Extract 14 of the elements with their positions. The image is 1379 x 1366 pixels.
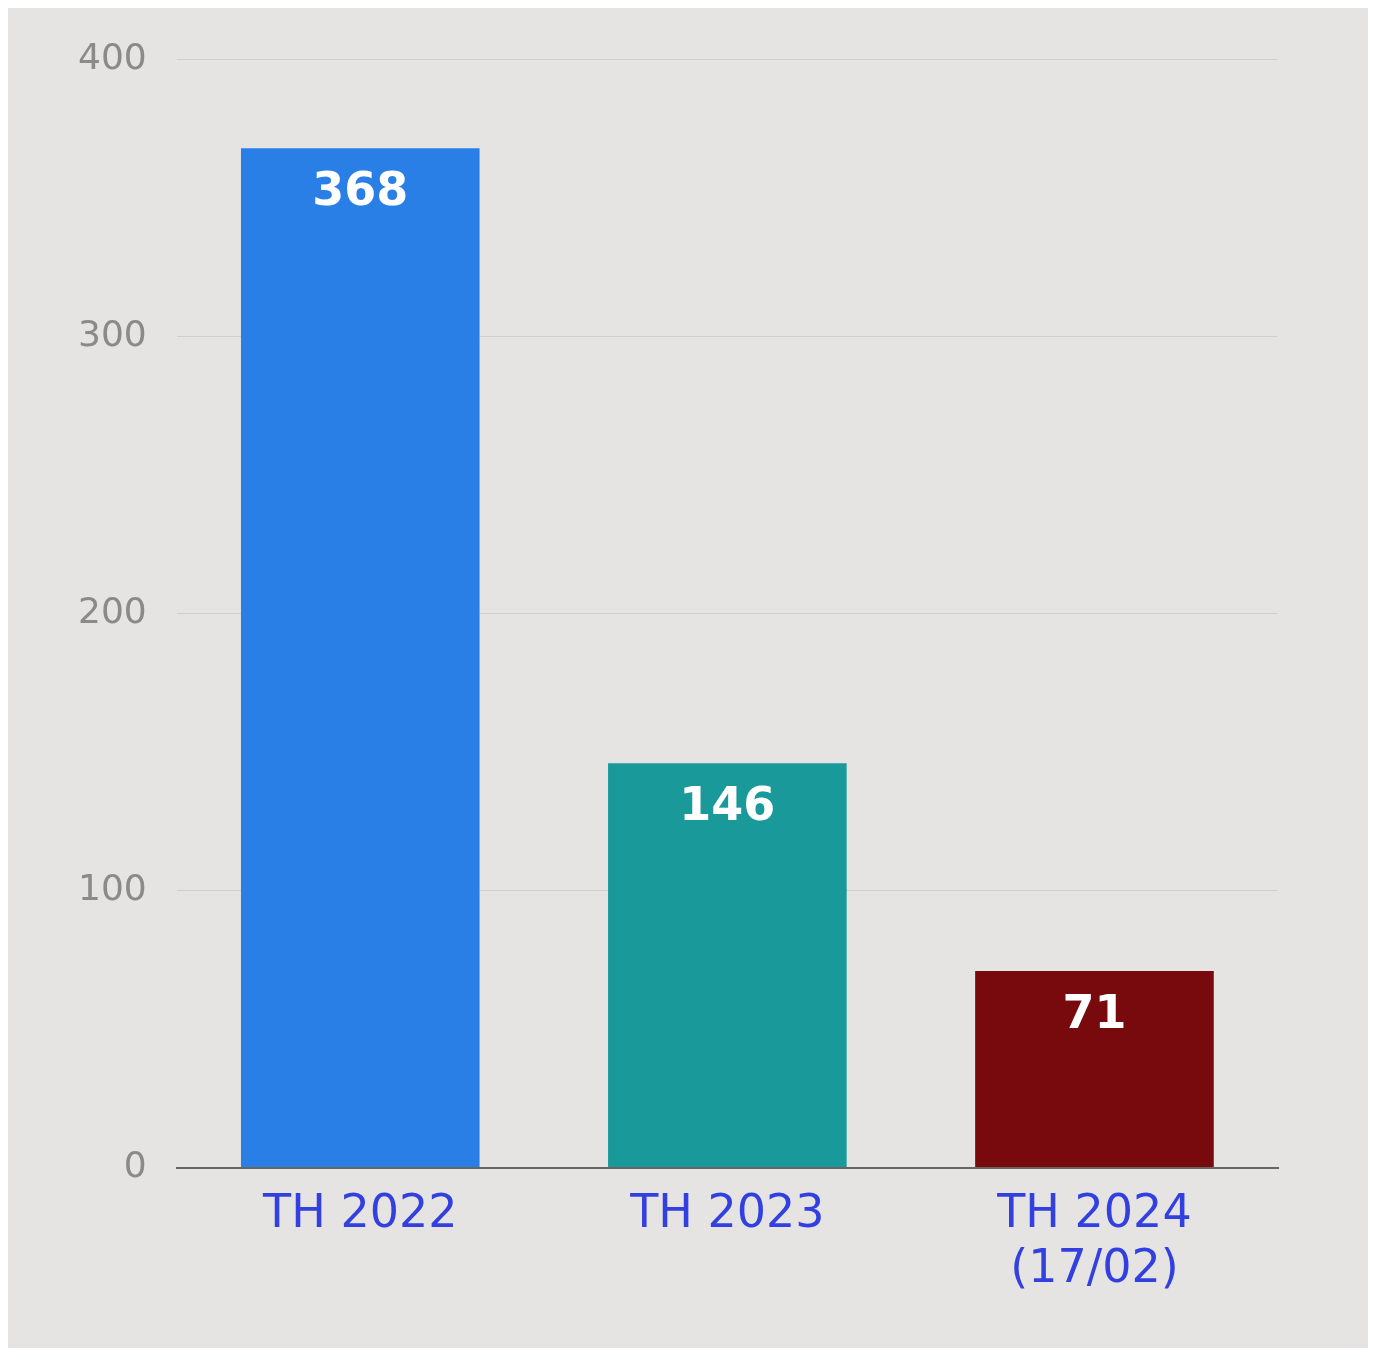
data-label: 146 bbox=[679, 777, 776, 832]
x-tick-label: TH 2022 bbox=[262, 1184, 458, 1239]
y-tick-label: 200 bbox=[77, 589, 147, 631]
y-tick-label: 300 bbox=[77, 312, 147, 354]
y-tick-label: 0 bbox=[123, 1143, 147, 1185]
y-tick-label: 400 bbox=[77, 35, 147, 77]
data-label: 71 bbox=[1062, 984, 1127, 1039]
bar bbox=[608, 763, 847, 1168]
bar bbox=[975, 970, 1214, 1168]
x-tick-label: TH 2023 bbox=[629, 1184, 825, 1239]
bar bbox=[240, 148, 480, 1168]
x-tick-label: TH 2024 (17/02) bbox=[996, 1184, 1192, 1294]
y-tick-label: 100 bbox=[77, 866, 147, 908]
data-label: 368 bbox=[312, 162, 409, 217]
